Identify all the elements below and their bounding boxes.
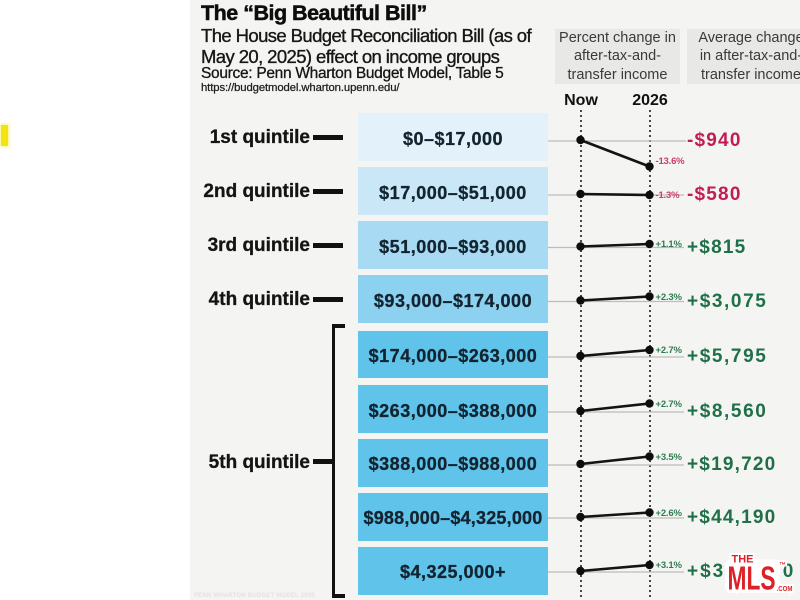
svg-text:THE: THE [732,554,754,566]
svg-text:MLS: MLS [728,560,776,597]
svg-text:™: ™ [779,562,786,569]
svg-text:.COM: .COM [777,584,793,593]
